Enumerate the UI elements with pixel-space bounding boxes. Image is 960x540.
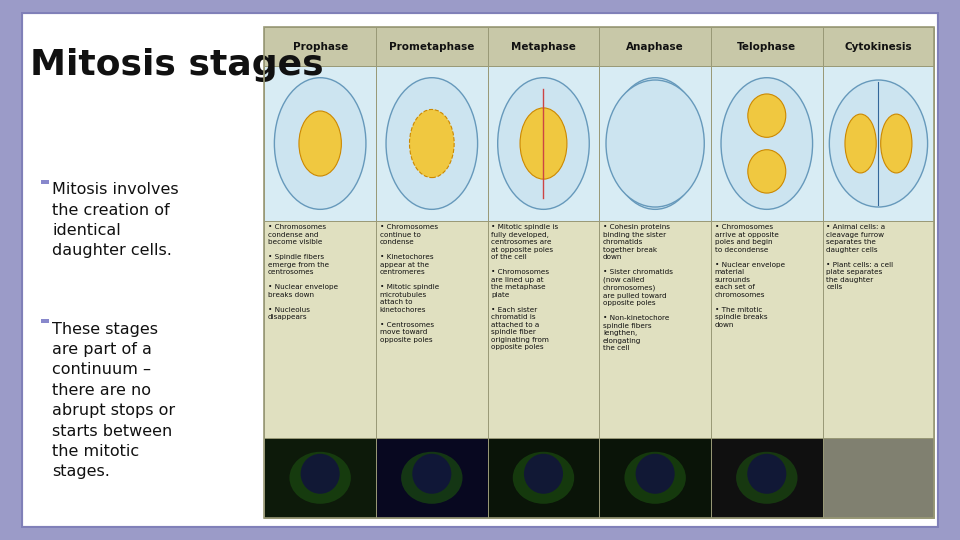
Ellipse shape — [275, 78, 366, 210]
Ellipse shape — [524, 454, 563, 494]
Text: Anaphase: Anaphase — [626, 42, 684, 52]
Ellipse shape — [520, 108, 567, 179]
Ellipse shape — [513, 452, 574, 504]
Bar — [711, 221, 823, 438]
Bar — [376, 438, 488, 518]
Ellipse shape — [300, 454, 340, 494]
Text: Cytokinesis: Cytokinesis — [845, 42, 912, 52]
Bar — [823, 66, 934, 221]
Bar — [711, 66, 823, 221]
Text: • Chromosomes
condense and
become visible

• Spindle fibers
emerge from the
cent: • Chromosomes condense and become visibl… — [268, 224, 338, 320]
Bar — [264, 28, 376, 66]
Text: Prophase: Prophase — [293, 42, 348, 52]
Ellipse shape — [829, 80, 927, 207]
Ellipse shape — [606, 80, 705, 207]
Ellipse shape — [624, 452, 685, 504]
Text: Prometaphase: Prometaphase — [389, 42, 474, 52]
Bar — [823, 438, 934, 518]
Bar — [264, 438, 376, 518]
Text: Mitosis involves
the creation of
identical
daughter cells.: Mitosis involves the creation of identic… — [53, 182, 179, 259]
Bar — [711, 28, 823, 66]
Bar — [488, 438, 599, 518]
Bar — [41, 180, 49, 184]
Ellipse shape — [736, 452, 798, 504]
Text: • Mitotic spindle is
fully developed,
centrosomes are
at opposite poles
of the c: • Mitotic spindle is fully developed, ce… — [492, 224, 559, 350]
Ellipse shape — [412, 454, 451, 494]
Ellipse shape — [721, 78, 812, 210]
Bar — [264, 28, 934, 518]
Ellipse shape — [299, 111, 342, 176]
Bar — [376, 221, 488, 438]
Ellipse shape — [845, 114, 876, 173]
Bar — [376, 66, 488, 221]
Ellipse shape — [880, 114, 912, 173]
Bar — [264, 221, 376, 438]
Text: • Chromosomes
arrive at opposite
poles and begin
to decondense

• Nuclear envelo: • Chromosomes arrive at opposite poles a… — [714, 224, 784, 328]
Ellipse shape — [610, 78, 701, 210]
Text: • Animal cells: a
cleavage furrow
separates the
daughter cells

• Plant cells: a: • Animal cells: a cleavage furrow separa… — [827, 224, 894, 290]
Bar — [488, 221, 599, 438]
Ellipse shape — [386, 78, 477, 210]
Text: Mitosis stages: Mitosis stages — [31, 48, 324, 82]
Ellipse shape — [748, 94, 786, 137]
Bar — [599, 66, 711, 221]
Bar — [599, 438, 711, 518]
Ellipse shape — [410, 110, 454, 178]
Ellipse shape — [636, 454, 675, 494]
Bar — [823, 28, 934, 66]
Bar — [823, 221, 934, 438]
Ellipse shape — [497, 78, 589, 210]
Bar — [599, 28, 711, 66]
Text: These stages
are part of a
continuum –
there are no
abrupt stops or
starts betwe: These stages are part of a continuum – t… — [53, 322, 176, 480]
Bar — [488, 66, 599, 221]
Bar — [488, 28, 599, 66]
Bar — [376, 28, 488, 66]
Ellipse shape — [748, 150, 786, 193]
Ellipse shape — [401, 452, 463, 504]
Ellipse shape — [747, 454, 786, 494]
Bar — [711, 438, 823, 518]
Bar — [41, 319, 49, 323]
Ellipse shape — [290, 452, 350, 504]
Bar — [264, 66, 376, 221]
Bar — [599, 221, 711, 438]
Text: Metaphase: Metaphase — [511, 42, 576, 52]
Text: • Cohesin proteins
binding the sister
chromatids
together break
down

• Sister c: • Cohesin proteins binding the sister ch… — [603, 224, 673, 351]
Text: Telophase: Telophase — [737, 42, 797, 52]
Text: • Chromosomes
continue to
condense

• Kinetochores
appear at the
centromeres

• : • Chromosomes continue to condense • Kin… — [379, 224, 439, 342]
